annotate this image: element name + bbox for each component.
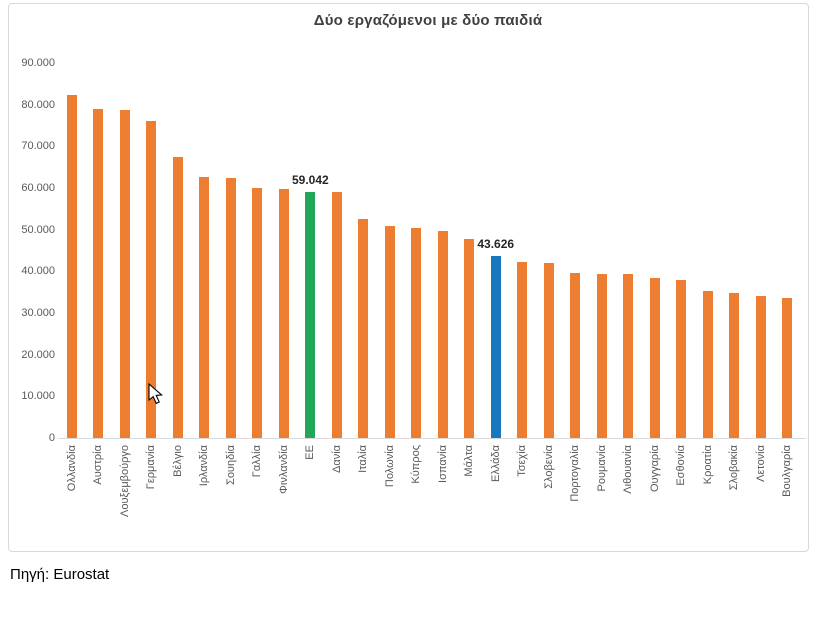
category-label: Πορτογαλία: [569, 445, 582, 502]
y-axis-tick-label: 20.000: [21, 348, 55, 361]
category-label: Ισπανία: [436, 445, 449, 483]
category-label: Σλοβακία: [728, 445, 741, 491]
category-label: Δανία: [330, 445, 343, 474]
y-axis-tick-label: 30.000: [21, 307, 55, 319]
category-label: Ιταλία: [357, 445, 370, 473]
category-label: Εσθονία: [675, 445, 688, 486]
category-label: Πολωνία: [383, 445, 396, 488]
mouse-cursor: [148, 383, 163, 405]
bar: [331, 192, 342, 438]
category-label: Γαλλία: [251, 445, 264, 478]
bar: [146, 121, 157, 438]
category-label: Κροατία: [701, 445, 714, 485]
y-axis-tick-label: 60.000: [21, 182, 55, 194]
bar: [199, 177, 210, 438]
y-axis-tick-label: 40.000: [21, 265, 55, 278]
category-label: Κύπρος: [410, 445, 423, 484]
category-label: Ουγγαρία: [648, 445, 661, 492]
chart-title: Δύο εργαζόμενοι με δύο παιδιά: [313, 12, 543, 29]
bar: [358, 219, 369, 438]
bar: [702, 290, 713, 438]
category-label: Αυστρία: [92, 445, 105, 485]
bar: [649, 277, 660, 438]
bar: [464, 239, 475, 438]
category-label: Λετονία: [754, 445, 767, 482]
bar: [384, 225, 395, 438]
bar: [305, 191, 316, 438]
bar: [570, 273, 581, 438]
data-label: 43.626: [477, 237, 515, 252]
bar: [755, 295, 766, 438]
bar: [782, 297, 792, 438]
bar: [490, 256, 501, 438]
bar: [676, 280, 687, 438]
bar: [517, 262, 528, 438]
y-axis-tick-label: 80.000: [21, 98, 55, 111]
category-label: Λουξεμβούργο: [118, 445, 131, 517]
bar: [411, 228, 422, 438]
category-label: Φινλανδία: [277, 445, 290, 494]
bar: [596, 273, 607, 438]
category-label: Ελλάδα: [489, 445, 502, 483]
x-axis-line: [58, 438, 806, 439]
y-axis-tick-label: 70.000: [21, 140, 55, 153]
category-label: ΕΕ: [304, 445, 317, 460]
category-label: Τσεχία: [516, 445, 529, 477]
y-axis-tick-label: 50.000: [21, 223, 55, 236]
bar: [252, 188, 263, 438]
category-label: Μάλτα: [463, 445, 476, 477]
category-label: Λιθουανία: [622, 445, 635, 494]
data-label: 59.042: [291, 172, 329, 187]
chart-frame: Δύο εργαζόμενοι με δύο παιδιά 0 10.000 20.…: [8, 3, 809, 552]
source-text: Πηγή: Eurostat: [10, 566, 110, 583]
bar: [67, 94, 77, 438]
category-label: Ολλανδία: [66, 445, 78, 492]
bar: [729, 293, 740, 438]
bar: [225, 178, 236, 438]
bar: [437, 230, 448, 438]
bar: [93, 108, 104, 438]
category-label: Ιρλανδία: [198, 445, 211, 487]
bar: [278, 189, 289, 438]
bar: [172, 157, 183, 438]
category-label: Σουηδία: [224, 445, 237, 485]
category-label: Σλοβενία: [542, 445, 555, 489]
y-axis-tick-label: 10.000: [21, 390, 55, 403]
bar: [623, 274, 634, 438]
y-axis-tick-label: 90.000: [21, 57, 55, 69]
y-axis-tick-label: 0: [48, 432, 55, 444]
category-label: Βέλγιο: [171, 445, 184, 477]
category-label: Γερμανία: [145, 445, 158, 490]
category-label: Βουλγαρία: [781, 445, 793, 497]
bar: [543, 263, 554, 438]
bar: [119, 110, 130, 438]
category-label: Ρουμανία: [595, 445, 608, 492]
